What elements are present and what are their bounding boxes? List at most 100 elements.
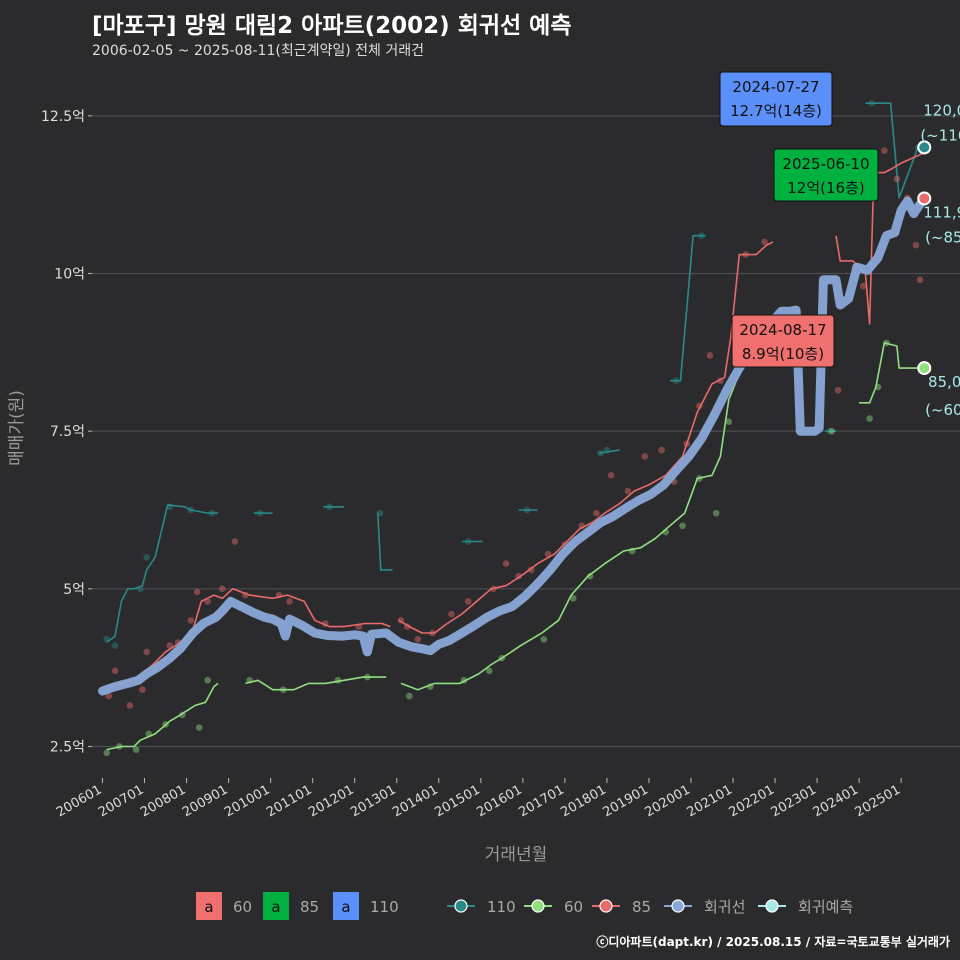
series-point-60	[162, 721, 169, 728]
x-tick-label: 201901	[600, 782, 650, 820]
x-tick-label: 201201	[306, 782, 356, 820]
forecast-value-label: 120,000	[923, 101, 960, 119]
legend-area-key: a	[204, 898, 213, 916]
series-point-85	[834, 386, 842, 394]
series-line-85	[398, 241, 774, 634]
series-point-85	[139, 686, 146, 694]
legend-line-label: 110	[487, 898, 516, 916]
legend-area-swatch	[196, 892, 222, 920]
series-point-60	[279, 686, 287, 694]
series-point-110	[326, 503, 333, 511]
series-point-85	[321, 620, 329, 627]
callout-box-85	[773, 148, 879, 202]
forecast-area-label: (~60㎡)	[925, 401, 960, 419]
series-point-85	[706, 352, 714, 359]
series-point-85	[624, 487, 632, 495]
series-point-85	[527, 566, 535, 574]
series-point-60	[883, 339, 890, 347]
series-point-85	[912, 241, 920, 249]
series-point-110	[826, 427, 833, 435]
legend-line-marker	[765, 899, 779, 913]
series-point-110	[166, 503, 174, 511]
series-line-60	[859, 342, 923, 404]
series-point-110	[523, 506, 531, 514]
series-point-85	[275, 591, 283, 599]
callout-box-110	[719, 71, 833, 127]
y-axis-title: 매매가(원)	[7, 390, 27, 466]
series-point-60	[866, 415, 873, 422]
legend: a 60 a 85 a 110 110 60 85 회귀선 회귀예측	[196, 892, 853, 920]
series-line-60	[245, 676, 387, 691]
series-point-85	[742, 251, 749, 258]
series-point-85	[502, 560, 510, 567]
series-point-60	[696, 475, 703, 482]
y-tick-label: 12.5억	[41, 109, 85, 125]
gridlines	[92, 115, 960, 748]
series-point-60	[132, 746, 140, 753]
series-line-60	[106, 682, 219, 751]
series-line-110	[106, 504, 219, 644]
series-point-85	[429, 629, 436, 637]
series-point-60	[103, 749, 111, 757]
legend-area-label: 60	[233, 898, 252, 916]
series-point-85	[683, 440, 691, 448]
series-point-60	[195, 724, 203, 731]
series-point-85	[717, 377, 724, 385]
x-tick-label: 200901	[180, 782, 230, 820]
x-tick-label: 202101	[685, 782, 735, 820]
series-point-85	[231, 538, 239, 545]
x-tick-label: 201301	[348, 782, 398, 820]
callout-box-60	[731, 314, 835, 368]
series-point-60	[628, 547, 636, 555]
callout-price: 12억(16층)	[787, 179, 864, 197]
series-point-110	[143, 553, 150, 561]
legend-line-marker	[531, 899, 545, 913]
series-point-110	[103, 635, 111, 643]
x-tick-label: 200601	[54, 782, 104, 820]
axes: 2.5억 5억 7.5억 10억 12.5억 2006012007012008012009…	[7, 109, 903, 865]
series-point-110	[137, 585, 144, 593]
series-point-60	[662, 528, 670, 536]
series-point-110	[376, 509, 384, 517]
series-point-60	[460, 676, 468, 684]
x-tick-label: 202001	[642, 782, 692, 820]
series-point-85	[464, 598, 472, 605]
series-point-85	[761, 238, 768, 246]
series-point-110	[597, 449, 604, 457]
series-point-85	[893, 175, 901, 183]
series-point-85	[193, 588, 201, 596]
legend-line-label: 회귀예측	[798, 898, 853, 916]
series-point-85	[219, 585, 226, 593]
forecast-value-label: 85,000	[928, 373, 960, 391]
series-point-85	[448, 610, 455, 618]
series-point-60	[427, 683, 434, 690]
legend-line-marker	[599, 899, 613, 913]
series-point-60	[725, 418, 733, 425]
x-tick-label: 202301	[769, 782, 819, 820]
series-point-60	[204, 676, 211, 684]
series-layer	[103, 99, 926, 757]
series-point-85	[286, 598, 293, 605]
series-point-110	[672, 377, 680, 385]
series-line-110	[598, 449, 620, 454]
series-point-110	[208, 509, 216, 517]
series-point-85	[204, 598, 211, 605]
series-line-85	[835, 152, 923, 325]
series-point-85	[916, 276, 924, 284]
series-point-85	[544, 550, 552, 558]
series-point-60	[485, 667, 493, 675]
callout-date: 2025-06-10	[782, 155, 869, 173]
series-point-60	[828, 427, 836, 435]
series-point-85	[166, 642, 174, 649]
x-tick-label: 200701	[96, 782, 146, 820]
series-point-85	[397, 617, 405, 624]
y-tick-label: 7.5억	[50, 424, 85, 440]
series-line-85	[106, 588, 391, 688]
legend-area-swatch	[333, 892, 359, 920]
legend-area-key: a	[271, 898, 280, 916]
legend-area-label: 85	[300, 898, 319, 916]
series-point-85	[187, 617, 195, 624]
series-point-60	[586, 572, 594, 580]
x-tick-label: 201701	[516, 782, 566, 820]
